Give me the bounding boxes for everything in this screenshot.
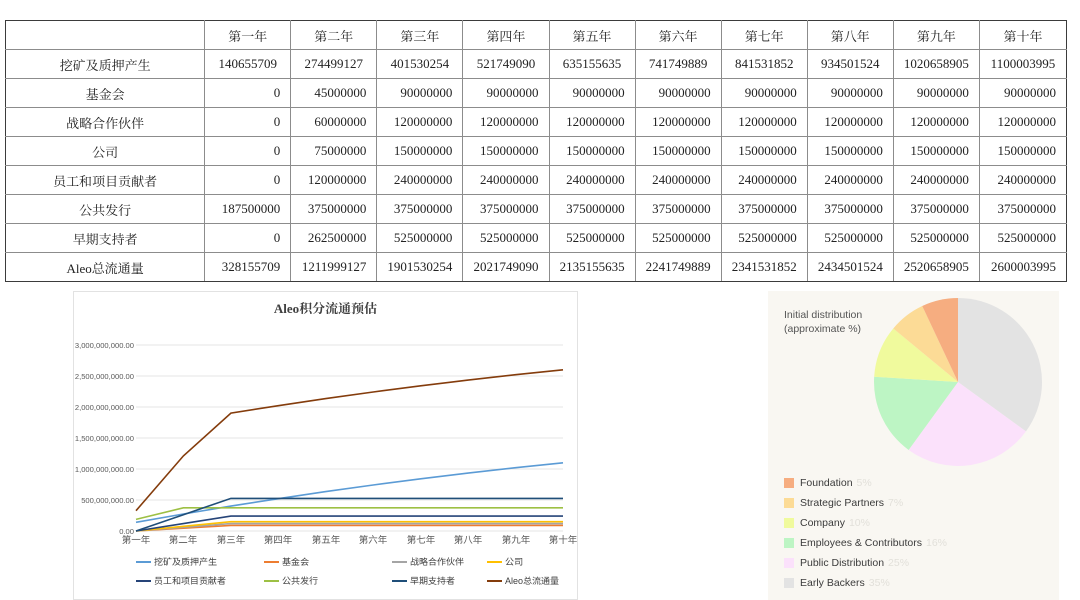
svg-text:第二年: 第二年 (169, 534, 198, 546)
svg-text:第十年: 第十年 (549, 534, 578, 546)
svg-text:3,000,000,000.00: 3,000,000,000.00 (75, 341, 134, 350)
svg-text:1,500,000,000.00: 1,500,000,000.00 (75, 434, 134, 443)
svg-text:2,000,000,000.00: 2,000,000,000.00 (75, 403, 134, 412)
svg-text:第六年: 第六年 (359, 534, 388, 546)
svg-text:第五年: 第五年 (312, 534, 341, 546)
svg-text:第八年: 第八年 (454, 534, 483, 546)
svg-text:第三年: 第三年 (217, 534, 246, 546)
svg-text:第四年: 第四年 (264, 534, 293, 546)
svg-text:1,000,000,000.00: 1,000,000,000.00 (75, 465, 134, 474)
svg-text:500,000,000.00: 500,000,000.00 (81, 496, 134, 505)
svg-text:第九年: 第九年 (502, 534, 531, 546)
svg-text:第一年: 第一年 (122, 534, 151, 546)
svg-text:2,500,000,000.00: 2,500,000,000.00 (75, 372, 134, 381)
svg-text:第七年: 第七年 (407, 534, 436, 546)
